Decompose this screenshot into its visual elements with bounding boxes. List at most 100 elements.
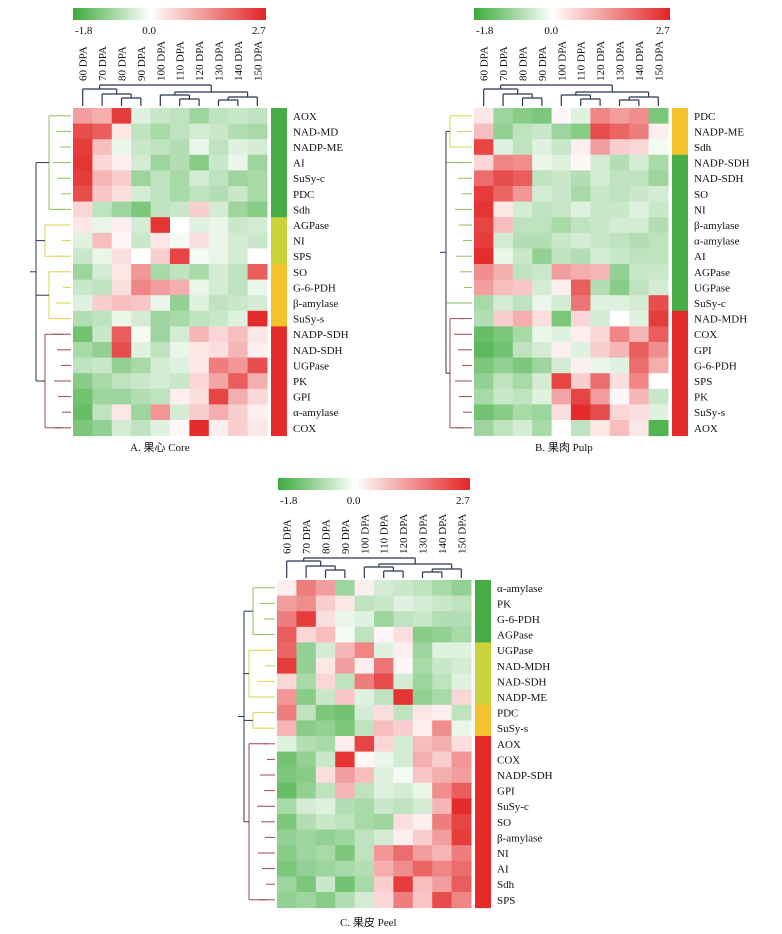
heatmap-cell [648, 373, 669, 390]
heatmap-cell [131, 342, 152, 359]
heatmap-cell [335, 798, 356, 815]
heatmap-cell [73, 123, 93, 140]
heatmap-cell [374, 642, 394, 659]
heatmap-cell [393, 736, 414, 753]
heatmap-cell [532, 279, 553, 296]
cluster-band [271, 123, 287, 140]
heatmap-cell [208, 373, 229, 390]
heatmap-cell [150, 295, 171, 312]
heatmap-cell [609, 295, 630, 312]
heatmap-cell [451, 829, 472, 846]
heatmap-cell [208, 264, 229, 281]
row-label: UGPase [293, 360, 329, 372]
heatmap-cell [493, 108, 514, 125]
heatmap-cell [512, 186, 533, 203]
cluster-band [672, 217, 688, 234]
heatmap-cell [247, 232, 268, 249]
heatmap-cell [551, 310, 572, 327]
heatmap-cell [551, 232, 572, 249]
heatmap-cell [296, 704, 317, 721]
row-label: NADP-ME [293, 142, 343, 154]
heatmap-cell [590, 186, 611, 203]
heatmap-cell [170, 295, 190, 312]
heatmap-cells [73, 108, 268, 437]
heatmap-cell [315, 782, 336, 799]
heatmap-cell [393, 798, 414, 815]
row-label: PK [293, 376, 307, 388]
column-label: 70 DPA [97, 46, 109, 81]
heatmap-cell [393, 829, 414, 846]
heatmap-cell [551, 186, 572, 203]
row-label: SuSy-s [497, 723, 528, 735]
heatmap-cell [73, 404, 93, 421]
heatmap-cell [315, 892, 336, 909]
heatmap-cell [208, 108, 229, 125]
heatmap-cell [451, 689, 472, 706]
colorbar-mid-label: 0.0 [142, 25, 156, 37]
heatmap-panel-pulp: -1.8 0.0 2.7 60 DPA 70 DPA 80 DPA 90 DPA 100 D… [440, 8, 750, 454]
column-label: 130 DPA [214, 41, 226, 81]
heatmap-cell [315, 860, 336, 877]
colorbar-max-label: 2.7 [656, 25, 670, 37]
column-labels: 60 DPA 70 DPA 80 DPA 90 DPA 100 DPA 110 DPA 12… [282, 514, 469, 554]
heatmap-cell [73, 420, 93, 437]
row-label: UGPase [694, 282, 730, 294]
row-label: NAD-SDH [694, 173, 744, 185]
heatmap-cell [150, 388, 171, 405]
row-label: NAD-MDH [694, 314, 747, 326]
heatmap-cell [354, 689, 375, 706]
heatmap-cell [609, 248, 630, 265]
heatmap-cell [131, 264, 152, 281]
heatmap-cell [648, 154, 669, 171]
row-label: NADP-ME [694, 126, 744, 138]
heatmap-cell [315, 845, 336, 862]
heatmap-cell [354, 611, 375, 628]
heatmap-cell [247, 357, 268, 374]
heatmap-cell [412, 595, 433, 612]
heatmap-cell [648, 295, 669, 312]
heatmap-cell [73, 310, 93, 327]
row-label: GPI [694, 345, 712, 357]
heatmap-cell [571, 420, 591, 437]
heatmap-cell [432, 876, 453, 893]
heatmap-cell [111, 154, 132, 171]
heatmap-cell [228, 264, 249, 281]
heatmap-cell [609, 310, 630, 327]
heatmap-cell [354, 720, 375, 737]
heatmap-cell [412, 892, 433, 909]
heatmap-cell [131, 373, 152, 390]
heatmap-cell [451, 642, 472, 659]
heatmap-cell [609, 342, 630, 359]
heatmap-cell [412, 736, 433, 753]
row-label: SPS [293, 251, 311, 263]
heatmap-cell [131, 217, 152, 234]
heatmap-cell [551, 388, 572, 405]
heatmap-cell [551, 326, 572, 343]
heatmap-cell [432, 580, 453, 597]
heatmap-cell [228, 186, 249, 203]
colorbar: -1.8 0.0 2.7 [474, 8, 670, 37]
heatmap-cell [590, 357, 611, 374]
heatmap-cell [432, 892, 453, 909]
heatmap-cell [374, 611, 394, 628]
heatmap-cell [150, 154, 171, 171]
heatmap-cell [73, 154, 93, 171]
heatmap-cells [277, 580, 472, 909]
heatmap-cell [73, 170, 93, 187]
heatmap-cell [590, 154, 611, 171]
row-label: PDC [694, 111, 715, 123]
heatmap-cell [609, 201, 630, 218]
heatmap-cell [228, 279, 249, 296]
heatmap-cell [451, 798, 472, 815]
heatmap-cell [73, 264, 93, 281]
heatmap-cell [512, 170, 533, 187]
heatmap-cell [412, 845, 433, 862]
heatmap-cell [493, 388, 514, 405]
heatmap-cell [432, 736, 453, 753]
heatmap-cell [315, 814, 336, 831]
heatmap-cell [474, 342, 494, 359]
heatmap-cell [208, 420, 229, 437]
heatmap-cell [451, 626, 472, 643]
heatmap-cell [111, 264, 132, 281]
heatmap-cell [150, 264, 171, 281]
